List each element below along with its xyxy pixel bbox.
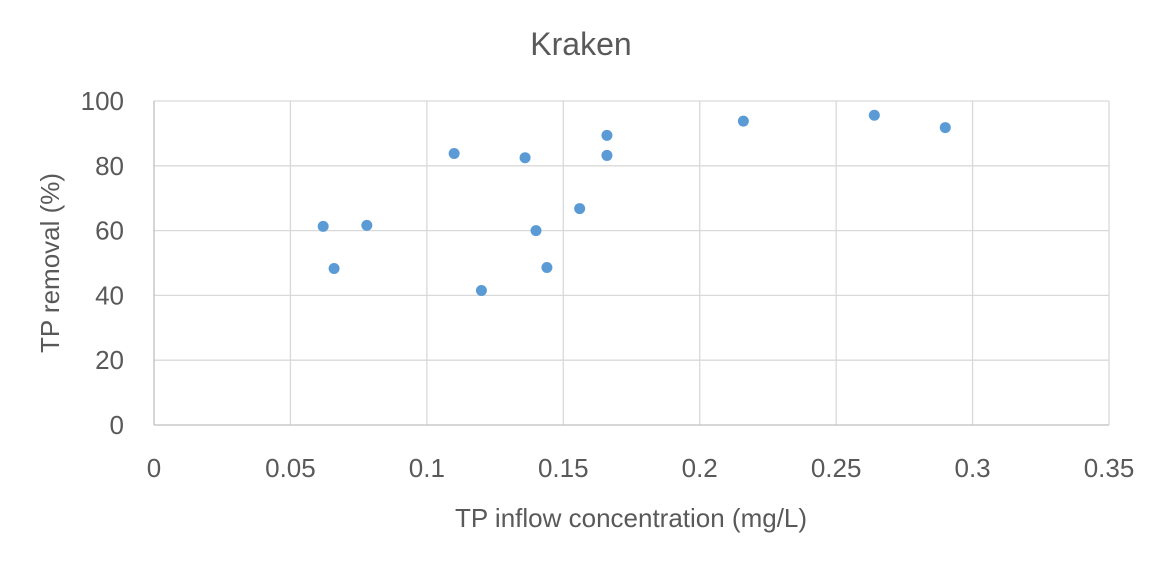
data-points (317, 109, 951, 297)
y-tick-label: 40 (95, 280, 124, 310)
data-point (601, 129, 613, 141)
data-point (868, 109, 880, 121)
y-axis-title: TP removal (%) (35, 173, 65, 353)
y-tick-label: 20 (95, 345, 124, 375)
x-tick-label: 0.25 (811, 453, 862, 483)
x-tick-label: 0 (147, 453, 161, 483)
data-point (361, 219, 373, 231)
data-point (448, 147, 460, 159)
x-tick-label: 0.1 (409, 453, 445, 483)
data-point (530, 225, 542, 237)
data-point (519, 152, 531, 164)
axes (153, 101, 1109, 426)
y-tick-label: 60 (95, 216, 124, 246)
x-tick-labels: 0 0.05 0.1 0.15 0.2 0.25 0.3 0.35 (147, 453, 1135, 483)
y-tick-label: 0 (110, 410, 124, 440)
data-point (574, 203, 586, 215)
grid (154, 100, 1110, 425)
data-point (601, 149, 613, 161)
data-point (475, 285, 487, 297)
data-point (541, 262, 553, 274)
data-point (737, 115, 749, 127)
y-tick-label: 80 (95, 151, 124, 181)
data-point (328, 263, 340, 275)
x-tick-label: 0.2 (682, 453, 718, 483)
x-tick-label: 0.15 (538, 453, 589, 483)
x-tick-label: 0.35 (1084, 453, 1135, 483)
data-point (317, 220, 329, 232)
x-tick-label: 0.3 (954, 453, 990, 483)
y-tick-labels: 0 20 40 60 80 100 (81, 86, 124, 440)
y-tick-label: 100 (81, 86, 124, 116)
x-tick-label: 0.05 (265, 453, 316, 483)
data-point (939, 122, 951, 134)
x-axis-title: TP inflow concentration (mg/L) (455, 503, 807, 533)
chart-title: Kraken (530, 26, 631, 62)
